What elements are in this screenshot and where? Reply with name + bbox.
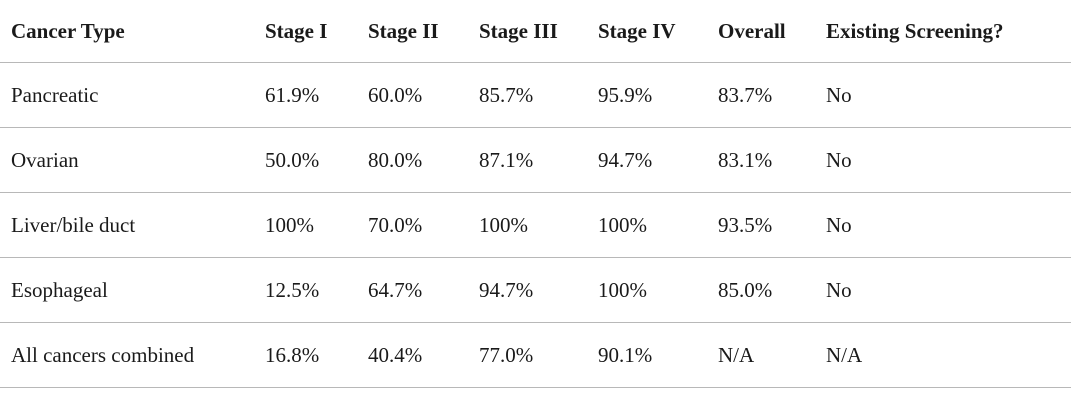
table-cell: 60.0%	[368, 62, 479, 128]
table-cell: 100%	[598, 257, 718, 323]
table-cell: 83.7%	[718, 62, 826, 128]
table-row: Esophageal 12.5% 64.7% 94.7% 100% 85.0% No	[0, 257, 1071, 323]
column-header: Cancer Type	[0, 0, 265, 63]
table-cell: N/A	[826, 322, 1071, 388]
row-label: Liver/bile duct	[0, 192, 265, 258]
header-row: Cancer Type Stage I Stage II Stage III Stage…	[0, 0, 1071, 63]
row-label: All cancers combined	[0, 322, 265, 388]
table-cell: 50.0%	[265, 127, 368, 193]
column-header: Stage I	[265, 0, 368, 63]
table-cell: 16.8%	[265, 322, 368, 388]
table-cell: 100%	[479, 192, 598, 258]
table-cell: 12.5%	[265, 257, 368, 323]
column-header: Existing Screening?	[826, 0, 1071, 63]
table-cell: 77.0%	[479, 322, 598, 388]
table-cell: 64.7%	[368, 257, 479, 323]
table-cell: 80.0%	[368, 127, 479, 193]
table-cell: No	[826, 127, 1071, 193]
table-body: Pancreatic 61.9% 60.0% 85.7% 95.9% 83.7% No Ova…	[0, 62, 1071, 388]
table-cell: No	[826, 192, 1071, 258]
table-cell: 61.9%	[265, 62, 368, 128]
table-row: Ovarian 50.0% 80.0% 87.1% 94.7% 83.1% No	[0, 127, 1071, 193]
table-cell: 93.5%	[718, 192, 826, 258]
table-cell: 83.1%	[718, 127, 826, 193]
table-cell: 87.1%	[479, 127, 598, 193]
table-cell: 90.1%	[598, 322, 718, 388]
table-cell: 85.7%	[479, 62, 598, 128]
table-cell: 94.7%	[598, 127, 718, 193]
row-label: Esophageal	[0, 257, 265, 323]
table-cell: 95.9%	[598, 62, 718, 128]
column-header: Overall	[718, 0, 826, 63]
table-cell: 70.0%	[368, 192, 479, 258]
column-header: Stage IV	[598, 0, 718, 63]
row-label: Ovarian	[0, 127, 265, 193]
data-table: Cancer Type Stage I Stage II Stage III Stage…	[0, 0, 1071, 388]
table-cell: 100%	[598, 192, 718, 258]
table-cell: 100%	[265, 192, 368, 258]
table-cell: No	[826, 257, 1071, 323]
table-row: Pancreatic 61.9% 60.0% 85.7% 95.9% 83.7% No	[0, 62, 1071, 128]
table-header: Cancer Type Stage I Stage II Stage III Stage…	[0, 0, 1071, 63]
table-cell: 85.0%	[718, 257, 826, 323]
column-header: Stage II	[368, 0, 479, 63]
table-row: All cancers combined 16.8% 40.4% 77.0% 90.1%…	[0, 322, 1071, 388]
table-cell: 40.4%	[368, 322, 479, 388]
row-label: Pancreatic	[0, 62, 265, 128]
table-cell: 94.7%	[479, 257, 598, 323]
column-header: Stage III	[479, 0, 598, 63]
table-cell: N/A	[718, 322, 826, 388]
table-cell: No	[826, 62, 1071, 128]
table-row: Liver/bile duct 100% 70.0% 100% 100% 93.5% No	[0, 192, 1071, 258]
